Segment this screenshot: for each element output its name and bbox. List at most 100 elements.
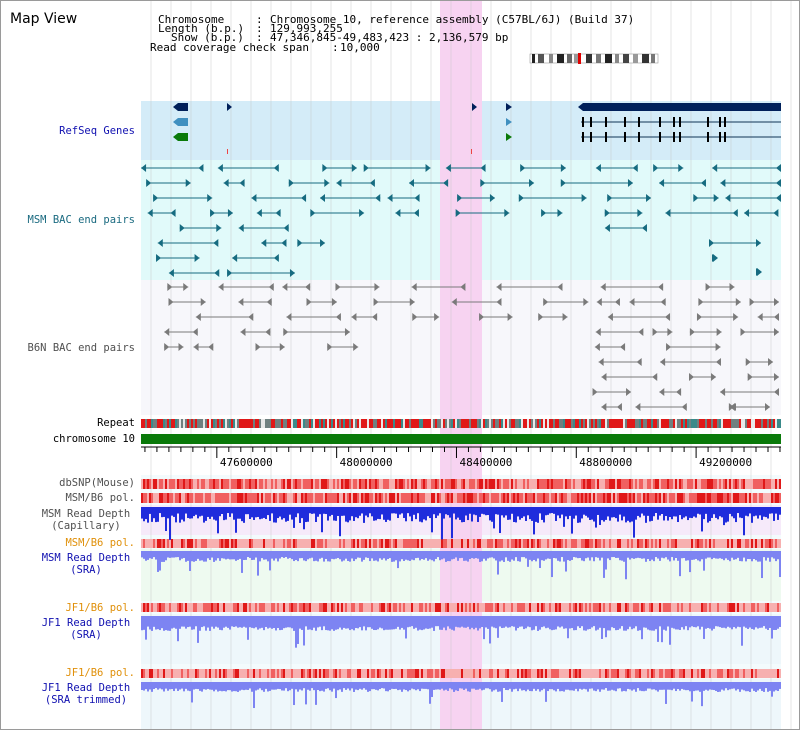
depth-bin	[319, 551, 321, 559]
depth-bin	[341, 682, 343, 692]
repeat-segment	[311, 419, 313, 428]
variant-bin	[381, 479, 383, 489]
depth-bin	[221, 616, 223, 631]
depth-bin	[261, 551, 263, 559]
depth-bin	[325, 616, 327, 631]
bac-end-marker	[179, 224, 185, 232]
depth-bin	[501, 682, 503, 702]
variant-bin	[199, 539, 201, 548]
repeat-segment	[447, 419, 449, 428]
depth-bin	[489, 551, 491, 558]
variant-bin	[457, 493, 459, 503]
variant-bin	[771, 479, 773, 489]
track-label-msm-b6-pol-2[interactable]: MSM/B6 pol.	[65, 537, 135, 549]
variant-bin	[389, 669, 391, 678]
track-label-b6n-bac-end-pairs[interactable]: B6N BAC end pairs	[27, 342, 135, 354]
variant-bin	[557, 539, 559, 548]
depth-bin	[437, 682, 439, 690]
depth-bin	[597, 682, 599, 690]
depth-bin	[611, 507, 613, 518]
depth-bin	[757, 507, 759, 519]
variant-bin	[607, 669, 609, 678]
variant-bin	[725, 669, 727, 678]
variant-bin	[145, 493, 147, 503]
depth-bin	[735, 551, 737, 560]
track-label-dbsnp[interactable]: dbSNP(Mouse)	[59, 477, 135, 489]
variant-bin	[673, 669, 675, 678]
depth-bin	[443, 507, 445, 519]
track-label-msm-read-depth-capillary[interactable]: MSM Read Depth (Capillary)	[41, 508, 131, 532]
track-label-jf1-b6-pol-2[interactable]: JF1/B6 pol.	[65, 667, 135, 679]
track-label-jf1-b6-pol-1[interactable]: JF1/B6 pol.	[65, 602, 135, 614]
depth-bin	[615, 551, 617, 558]
variant-bin	[349, 479, 351, 489]
variant-bin	[217, 669, 219, 678]
depth-bin	[735, 616, 737, 629]
variant-bin	[519, 493, 521, 503]
variant-bin	[559, 669, 561, 678]
depth-bin	[451, 682, 453, 690]
variant-bin	[627, 603, 629, 612]
track-label-refseq-genes[interactable]: RefSeq Genes	[59, 125, 135, 137]
bac-end-marker	[283, 224, 289, 232]
depth-bin	[193, 551, 195, 562]
track-label-jf1-read-depth-sra[interactable]: JF1 Read Depth (SRA)	[41, 617, 131, 641]
variant-bin	[279, 603, 281, 612]
variant-bin	[213, 493, 215, 503]
depth-bin	[243, 682, 245, 691]
variant-bin	[299, 539, 301, 548]
repeat-segment	[493, 419, 495, 428]
track-label-jf1-read-depth-sra-trimmed[interactable]: JF1 Read Depth (SRA trimmed)	[41, 682, 131, 706]
depth-bin	[689, 551, 691, 573]
variant-bin	[401, 493, 403, 503]
show-value: 47,346,845-49,483,423 : 2,136,579 bp	[270, 31, 509, 44]
variant-bin	[555, 539, 557, 548]
ideogram-band	[651, 54, 655, 63]
variant-bin	[587, 493, 589, 503]
track-label-msm-bac-end-pairs[interactable]: MSM BAC end pairs	[27, 214, 135, 226]
depth-bin	[559, 507, 561, 519]
depth-bin	[261, 616, 263, 628]
variant-bin	[195, 539, 197, 548]
depth-bin	[497, 682, 499, 692]
depth-bin	[373, 616, 375, 631]
repeat-segment	[607, 419, 609, 428]
variant-bin	[343, 479, 345, 489]
depth-bin	[609, 682, 611, 691]
bac-end-marker	[518, 194, 524, 202]
depth-bin	[571, 616, 573, 629]
depth-bin	[549, 682, 551, 690]
repeat-segment	[623, 419, 625, 428]
depth-bin	[593, 616, 595, 627]
variant-bin	[149, 493, 151, 503]
bac-end-marker	[374, 283, 380, 291]
variant-bin	[475, 479, 477, 489]
variant-bin	[625, 479, 627, 489]
variant-bin	[659, 669, 661, 678]
depth-bin	[497, 616, 499, 638]
repeat-segment	[469, 419, 471, 428]
variant-bin	[699, 603, 701, 612]
variant-bin	[673, 493, 675, 503]
track-label-repeat[interactable]: Repeat	[97, 417, 135, 429]
depth-bin	[393, 682, 395, 690]
variant-bin	[285, 669, 287, 678]
depth-bin	[463, 551, 465, 561]
depth-bin	[247, 616, 249, 640]
depth-bin	[771, 616, 773, 639]
track-label-msm-read-depth-sra[interactable]: MSM Read Depth (SRA)	[41, 552, 131, 576]
variant-bin	[465, 479, 467, 489]
variant-bin	[175, 539, 177, 548]
bac-end-marker	[700, 179, 706, 187]
variant-bin	[375, 479, 377, 489]
depth-bin	[245, 616, 247, 628]
track-label-chromosome[interactable]: chromosome 10	[52, 433, 135, 445]
variant-bin	[379, 539, 381, 548]
depth-bin	[639, 682, 641, 691]
depth-bin	[319, 507, 321, 515]
depth-bin	[251, 682, 253, 692]
variant-bin	[163, 539, 165, 548]
track-label-msm-b6-pol-1[interactable]: MSM/B6 pol.	[65, 492, 135, 504]
variant-bin	[403, 669, 405, 678]
depth-bin	[239, 616, 241, 628]
